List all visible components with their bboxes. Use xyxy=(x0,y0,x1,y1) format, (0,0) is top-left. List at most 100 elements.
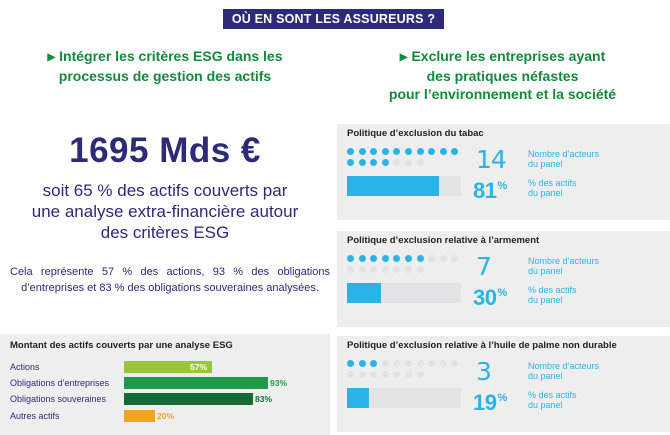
dot xyxy=(451,360,459,367)
count-label-line: du panel xyxy=(528,371,563,381)
percent-bar-fill xyxy=(347,388,369,408)
dot xyxy=(393,255,401,262)
bar xyxy=(124,361,212,373)
dot xyxy=(416,148,424,155)
dot xyxy=(393,360,401,367)
dot xyxy=(439,148,447,155)
dot xyxy=(370,255,378,262)
percent-sign: % xyxy=(497,287,507,299)
dot xyxy=(347,266,354,273)
exclusion-panel xyxy=(337,336,670,432)
dot xyxy=(381,255,389,262)
dot-grid xyxy=(347,360,465,379)
dot xyxy=(451,159,458,166)
dot xyxy=(358,266,366,273)
left-heading: ▶ Intégrer les critères ESG dans les proc… xyxy=(20,47,310,85)
percent-label-line: du panel xyxy=(528,295,563,305)
dot xyxy=(381,266,389,273)
percent-label-line: % des actifs xyxy=(528,285,577,295)
dot xyxy=(451,371,458,378)
dot xyxy=(347,360,354,367)
bar-value-label: 93% xyxy=(270,378,288,388)
dot xyxy=(347,148,354,155)
percent-sign: % xyxy=(497,180,507,192)
right-heading: ▶ Exclure les entreprises ayant des prati… xyxy=(360,47,645,103)
bar-value-label: 83% xyxy=(255,394,273,404)
bar-label: Obligations souveraines xyxy=(10,394,107,404)
subtitle-line-3: des critères ESG xyxy=(100,223,230,242)
dot xyxy=(428,148,436,155)
dot xyxy=(416,266,424,273)
percent-label-line: % des actifs xyxy=(528,178,577,188)
percent-bar-fill xyxy=(347,283,382,303)
percent-sign: % xyxy=(497,392,507,404)
percent-label: % des actifs du panel xyxy=(528,178,577,198)
bar-label: Obligations d’entreprises xyxy=(10,378,110,388)
subtitle-line-1: soit 65 % des actifs couverts par xyxy=(42,181,288,200)
count-label: Nombre d’acteurs du panel xyxy=(528,361,599,381)
percent-bar-track xyxy=(347,176,461,196)
dot xyxy=(358,159,366,166)
dot xyxy=(381,148,389,155)
dot xyxy=(358,360,366,367)
bar xyxy=(124,393,253,405)
bar xyxy=(124,377,268,389)
count-label-line: du panel xyxy=(528,266,563,276)
bar-label: Autres actifs xyxy=(10,411,60,421)
dot xyxy=(370,360,378,367)
percent-label: % des actifs du panel xyxy=(528,285,577,305)
big-number: 1695 Mds € xyxy=(69,131,261,170)
dot xyxy=(440,371,447,378)
dot xyxy=(347,255,354,262)
percent-label-line: du panel xyxy=(528,400,563,410)
dot xyxy=(358,371,366,378)
actor-count: 7 xyxy=(476,252,492,281)
percent-value: 81% xyxy=(473,174,507,203)
dot xyxy=(428,266,435,273)
dot xyxy=(393,148,401,155)
percent-label-line: % des actifs xyxy=(528,390,577,400)
triangle-icon: ▶ xyxy=(399,52,408,63)
dot xyxy=(428,371,435,378)
dot xyxy=(393,266,401,273)
dot xyxy=(404,266,412,273)
exclusion-title: Politique d’exclusion du tabac xyxy=(347,128,484,139)
dot xyxy=(451,148,459,155)
dot xyxy=(381,159,389,166)
dot-grid xyxy=(347,255,465,274)
right-heading-line-1: Exclure les entreprises ayant xyxy=(411,48,606,64)
dot xyxy=(404,159,412,166)
bar-value-label: 20% xyxy=(157,411,175,421)
percent-value: 30% xyxy=(473,281,507,310)
dot xyxy=(428,159,435,166)
dot xyxy=(370,159,378,166)
dot xyxy=(404,148,412,155)
dot xyxy=(393,159,401,166)
subtitle-line-2: une analyse extra-financière autour xyxy=(31,202,299,221)
dot xyxy=(347,159,354,166)
count-label-line: du panel xyxy=(528,159,563,169)
right-heading-line-2: des pratiques néfastes xyxy=(426,68,579,84)
percent-number: 81 xyxy=(473,178,497,203)
count-label: Nombre d’acteurs du panel xyxy=(528,256,599,276)
dot xyxy=(439,360,447,367)
dot xyxy=(428,360,436,367)
left-heading-line-1: Intégrer les critères ESG dans les xyxy=(59,48,283,64)
dot xyxy=(381,371,389,378)
esg-chart-title: Montant des actifs couverts par une anal… xyxy=(10,340,233,351)
dot xyxy=(451,266,458,273)
percent-label-line: du panel xyxy=(528,188,563,198)
dot xyxy=(416,255,424,262)
dot xyxy=(370,148,378,155)
dot xyxy=(347,371,354,378)
dot xyxy=(393,371,401,378)
dot xyxy=(358,148,366,155)
dot xyxy=(404,255,412,262)
summary-paragraph: Cela représente 57 % des actions, 93 % d… xyxy=(10,266,330,294)
percent-bar-fill xyxy=(347,176,440,196)
count-label-line: Nombre d’acteurs xyxy=(528,149,600,159)
percent-label: % des actifs du panel xyxy=(528,390,577,410)
exclusion-title: Politique d’exclusion relative à l’armem… xyxy=(347,235,540,246)
bar-label: Actions xyxy=(10,362,40,372)
dot xyxy=(440,159,447,166)
